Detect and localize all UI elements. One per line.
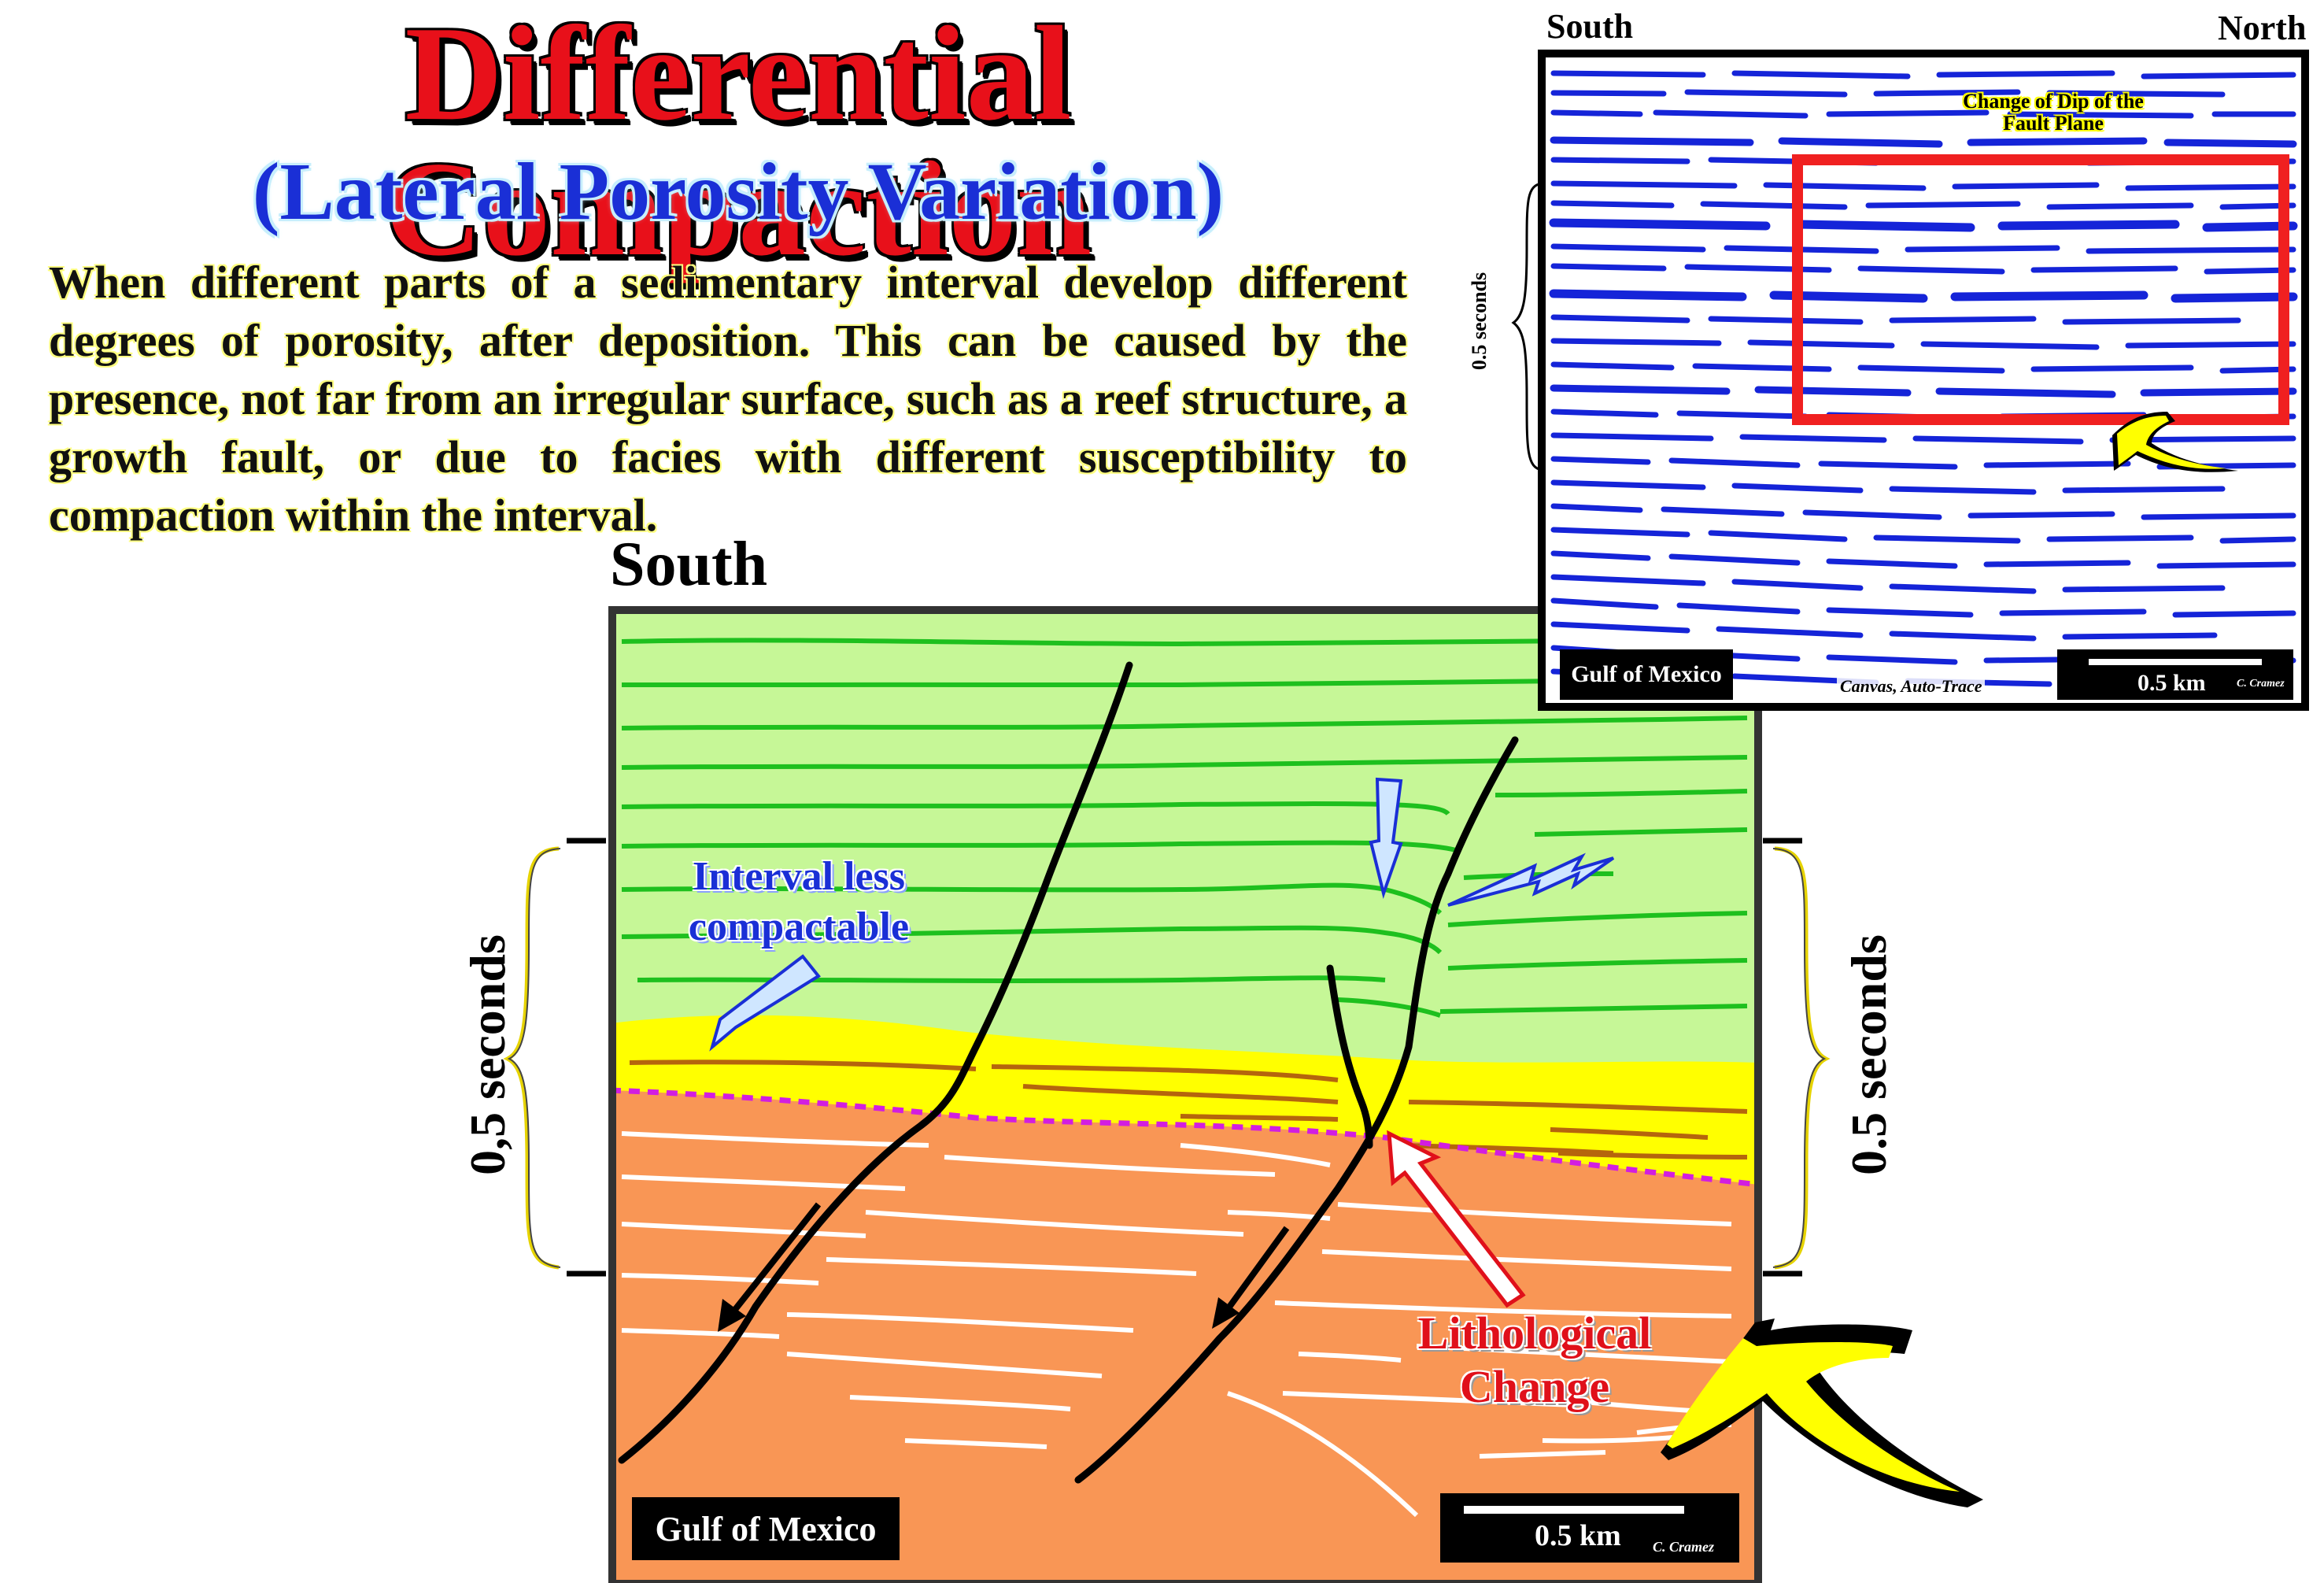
less-compactable-arrow <box>709 954 821 1052</box>
diagram-frame <box>608 606 1762 1583</box>
fault-lines <box>618 661 1519 1484</box>
inset-south-label: South <box>1546 7 1634 46</box>
main-author-label: C. Cramez <box>1653 1539 1715 1555</box>
annotation-less-compactable: Interval less compactable <box>688 854 910 949</box>
fault-slip-arrows <box>718 1202 1290 1332</box>
main-scale-bar-label: 0.5 km <box>1535 1519 1621 1552</box>
page-title: Differential Compaction <box>384 0 1092 284</box>
compaction-down-arrow <box>1369 777 1403 900</box>
description-paragraph: When different parts of a sedimentary in… <box>49 257 1407 541</box>
inset-annotation: Change of Dip of the Fault Plane <box>1963 90 2144 135</box>
inset-highlight-box <box>1792 154 2289 425</box>
inset-scale-bar <box>2089 659 2262 665</box>
unconformity-line <box>610 1087 1759 1188</box>
right-scale-brace <box>1774 846 1831 1270</box>
main-location-label: Gulf of Mexico <box>632 1497 900 1560</box>
inset-zoom-arrow <box>2112 412 2238 472</box>
inset-location-label: Gulf of Mexico <box>1560 649 1733 700</box>
right-time-scale-label: 0.5 seconds <box>1841 934 1897 1175</box>
slip-flash-arrow <box>1447 853 1615 907</box>
inset-scale-bar-box: 0.5 km C. Cramez <box>2057 649 2293 700</box>
inset-scale-brace <box>1511 182 1543 472</box>
annotation-lithological-change: Lithological Change <box>1417 1307 1652 1412</box>
lithological-change-arrow <box>1387 1130 1526 1308</box>
left-time-scale-label: 0,5 seconds <box>460 934 515 1175</box>
inset-seismic-traces <box>1549 70 2298 687</box>
inset-north-label: North <box>2218 9 2307 47</box>
white-reflectors <box>621 1131 1732 1518</box>
inset-author-label: C. Cramez <box>2237 678 2285 690</box>
brown-reflectors <box>629 1060 1748 1160</box>
page-subtitle: (Lateral Porosity Variation) <box>252 146 1225 237</box>
inset-seismic-section: Change of Dip of the Fault Plane Gulf of… <box>1538 50 2309 711</box>
main-scale-bar <box>1464 1506 1684 1514</box>
inset-software-label: Canvas, Auto-Trace <box>1837 676 1986 697</box>
inset-time-scale-label: 0.5 seconds <box>1468 272 1491 371</box>
green-reflectors <box>621 637 1748 1018</box>
main-south-label: South <box>610 530 768 599</box>
inset-scale-bar-label: 0.5 km <box>2137 670 2206 696</box>
main-scale-bar-box: 0.5 km C. Cramez <box>1440 1493 1739 1563</box>
zoom-arrow-large <box>1661 1319 1983 1507</box>
